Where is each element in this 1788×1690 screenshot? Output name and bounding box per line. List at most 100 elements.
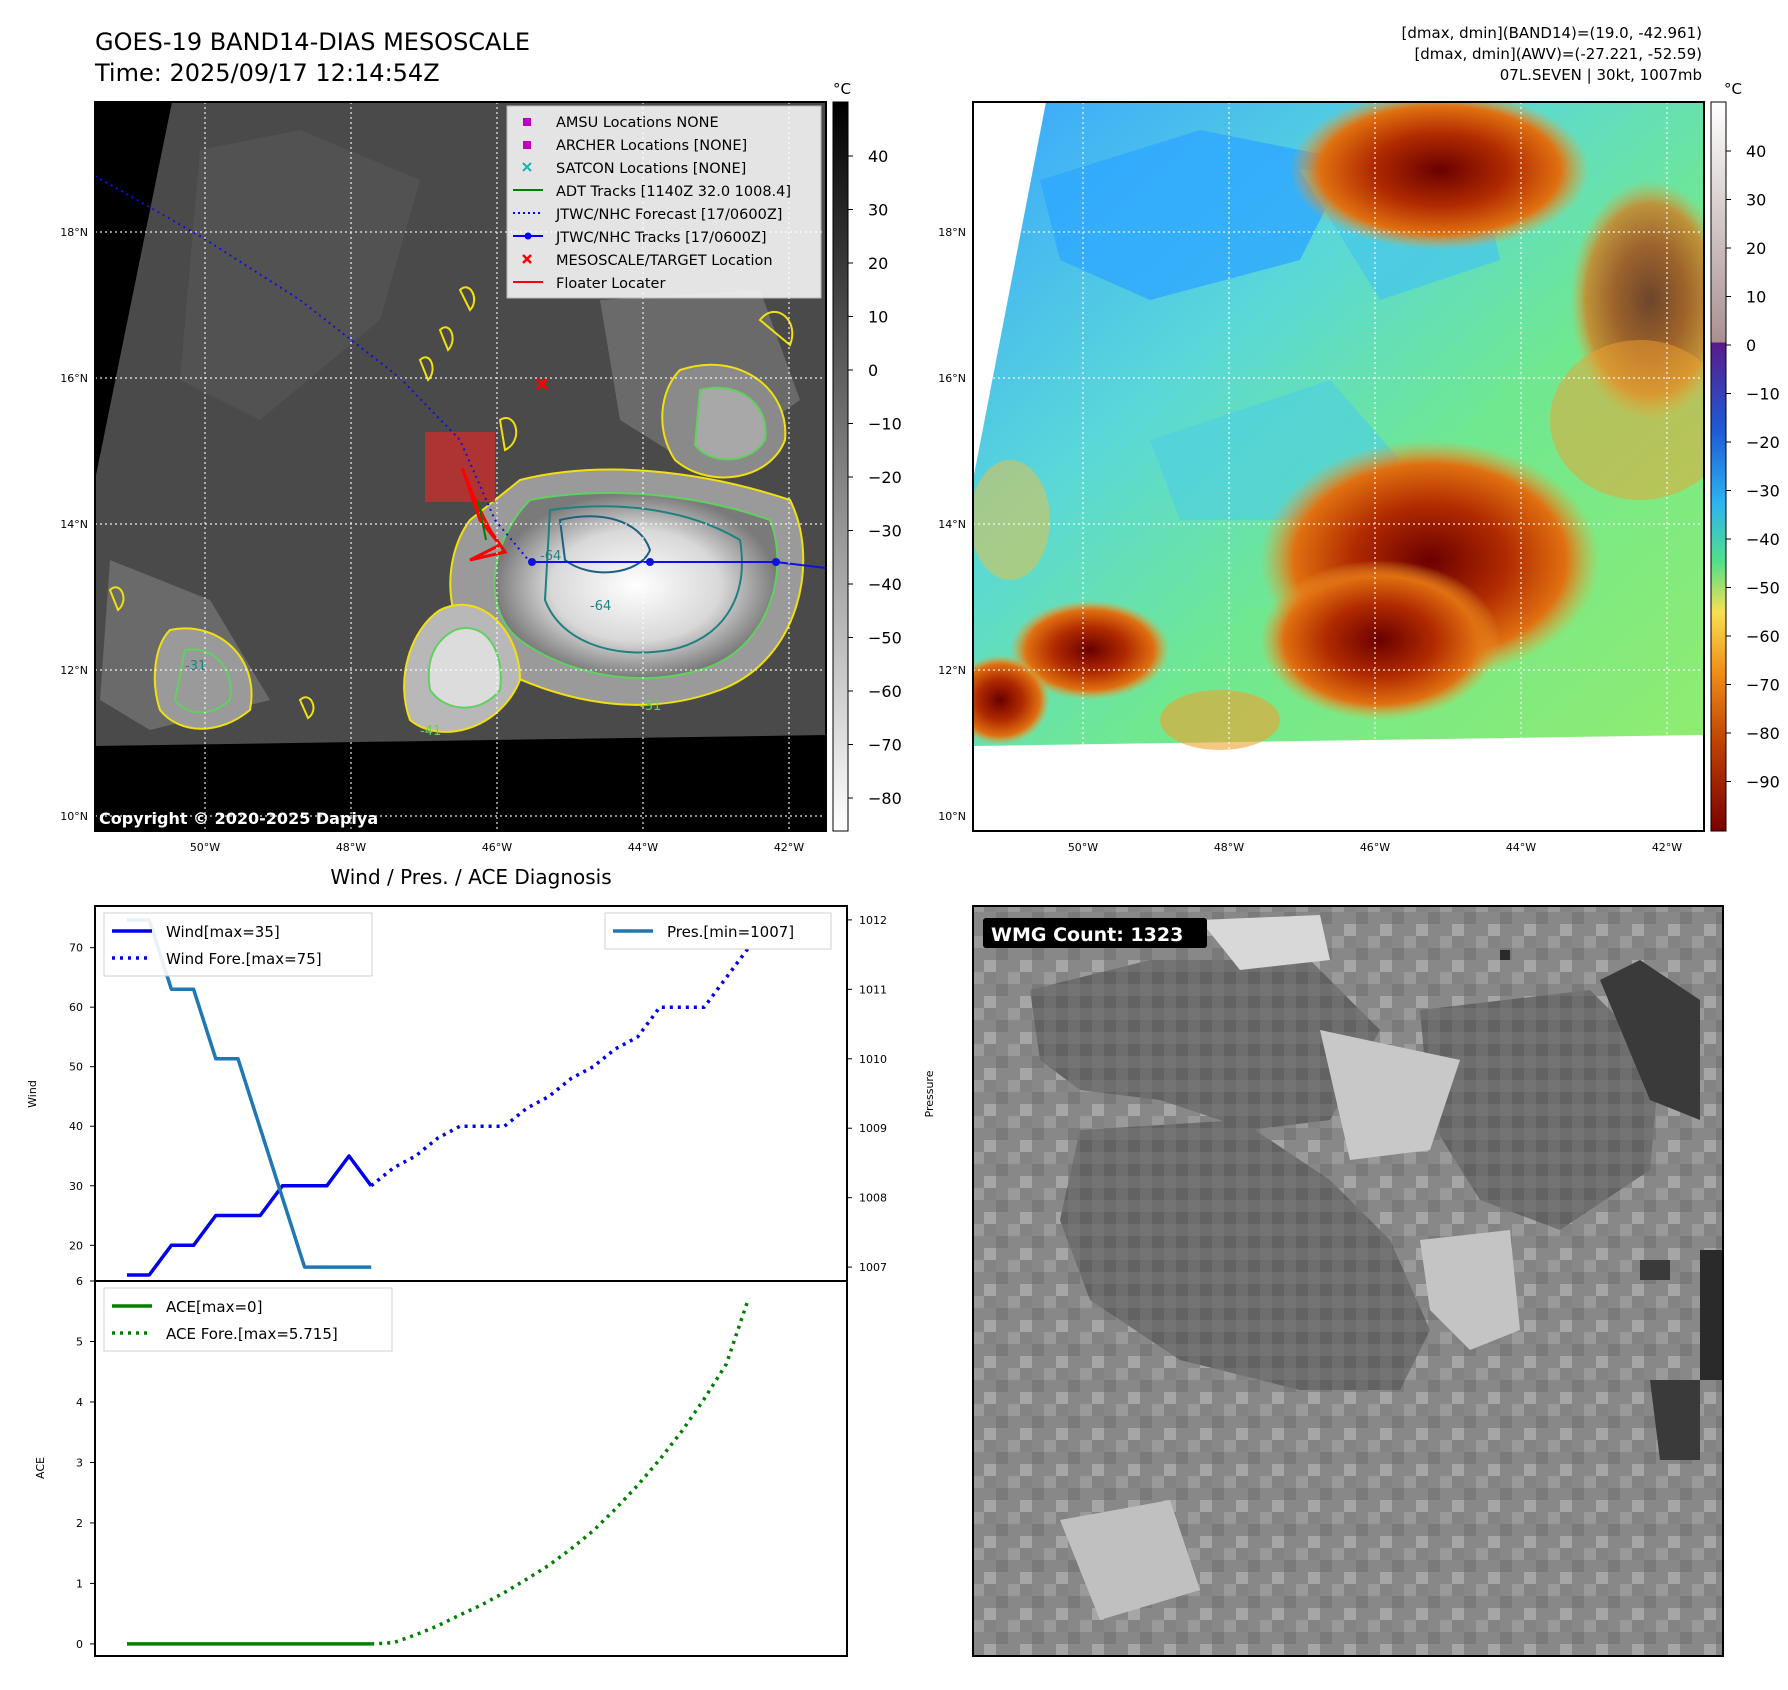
colorbar-tick-label: −70 <box>1746 676 1780 695</box>
legend-label: Wind Fore.[max=75] <box>166 950 322 968</box>
ir-lon-labels: 50°W 48°W 46°W 44°W 42°W <box>190 841 804 854</box>
colorbar-tick-label: −20 <box>1746 433 1780 452</box>
colorbar-tick-label: −50 <box>868 629 902 648</box>
axis-tick-label: 2 <box>76 1517 83 1530</box>
axis-tick-label: 5 <box>76 1335 83 1348</box>
awv-lon-labels: 50°W 48°W 46°W 44°W 42°W <box>1068 841 1682 854</box>
colorbar-tick-label: −40 <box>1746 530 1780 549</box>
wind-ylabel: Wind <box>26 1080 39 1108</box>
svg-text:44°W: 44°W <box>1506 841 1536 854</box>
colorbar-tick-label: 10 <box>1746 288 1766 307</box>
axis-tick-label: 1008 <box>859 1192 887 1205</box>
series-line <box>371 1297 751 1646</box>
target-location-marker <box>535 377 549 391</box>
adt-track <box>477 499 487 541</box>
colorbar-tick-label: −20 <box>868 468 902 487</box>
svg-text:50°W: 50°W <box>1068 841 1098 854</box>
contour-label: -41 <box>420 724 441 739</box>
svg-text:°C: °C <box>1724 80 1742 98</box>
legend-label: ADT Tracks [1140Z 32.0 1008.4] <box>556 184 791 200</box>
axis-tick-label: 4 <box>76 1396 83 1409</box>
colorbar-tick-label: 30 <box>868 201 888 220</box>
svg-text:42°W: 42°W <box>1652 841 1682 854</box>
colorbar-tick-label: −60 <box>868 682 902 701</box>
colorbar-tick-label: −60 <box>1746 627 1780 646</box>
svg-text:46°W: 46°W <box>1360 841 1390 854</box>
contour-label: -31 <box>640 699 661 714</box>
svg-text:48°W: 48°W <box>1214 841 1244 854</box>
ace-legend: ACE[max=0] ACE Fore.[max=5.715] <box>103 1287 393 1352</box>
svg-text:42°W: 42°W <box>774 841 804 854</box>
colorbar-tick-label: −10 <box>1746 385 1780 404</box>
pressure-ylabel: Pressure <box>923 1070 936 1117</box>
svg-text:46°W: 46°W <box>482 841 512 854</box>
axis-tick-label: 1010 <box>859 1053 887 1066</box>
storm-info: 07L.SEVEN | 30kt, 1007mb <box>1500 66 1702 84</box>
svg-text:44°W: 44°W <box>628 841 658 854</box>
colorbar-tick-label: −90 <box>1746 773 1780 792</box>
axis-tick-label: 3 <box>76 1456 83 1469</box>
awv-map[interactable] <box>950 90 1730 831</box>
axis-tick-label: 20 <box>69 1239 83 1252</box>
ace-ylabel: ACE <box>34 1457 47 1479</box>
legend-label: ARCHER Locations [NONE] <box>556 138 747 154</box>
svg-text:16°N: 16°N <box>938 372 966 385</box>
svg-text:10°N: 10°N <box>938 810 966 823</box>
floater-box <box>425 432 495 502</box>
axis-tick-label: 30 <box>69 1180 83 1193</box>
colorbar-tick-label: 10 <box>868 308 888 327</box>
wmg-panel[interactable] <box>973 906 1723 1656</box>
svg-text:12°N: 12°N <box>938 664 966 677</box>
axis-tick-label: 0 <box>76 1638 83 1651</box>
legend-label: JTWC/NHC Forecast [17/0600Z] <box>555 207 782 223</box>
wmg-count-badge <box>983 918 1207 948</box>
svg-text:48°W: 48°W <box>336 841 366 854</box>
colorbar-tick-label: −30 <box>1746 482 1780 501</box>
colorbar-tick-label: −50 <box>1746 579 1780 598</box>
colorbar-tick-label: −30 <box>868 522 902 541</box>
wind-legend: Wind[max=35] Wind Fore.[max=75] <box>103 912 373 977</box>
colorbar-tick-label: 30 <box>1746 191 1766 210</box>
svg-text:16°N: 16°N <box>60 372 88 385</box>
legend-label: MESOSCALE/TARGET Location <box>556 253 773 269</box>
legend-label: JTWC/NHC Tracks [17/0600Z] <box>555 230 767 246</box>
wmg-count-text: WMG Count: 1323 <box>991 924 1183 946</box>
figure-title: GOES-19 BAND14-DIAS MESOSCALE <box>95 28 530 56</box>
legend-label: AMSU Locations NONE <box>556 115 719 131</box>
colorbar-tick-label: 0 <box>1746 336 1756 355</box>
contour-label: -64 <box>590 599 611 614</box>
axis-tick-label: 50 <box>69 1061 83 1074</box>
svg-text:°C: °C <box>833 80 851 98</box>
stats-band14: [dmax, dmin](BAND14)=(19.0, -42.961) <box>1402 24 1702 42</box>
legend-label: Floater Locater <box>556 276 665 292</box>
svg-text:14°N: 14°N <box>938 518 966 531</box>
series-line <box>127 918 372 1269</box>
diagnosis-title: Wind / Pres. / ACE Diagnosis <box>330 865 611 889</box>
colorbar-tick-label: 40 <box>868 147 888 166</box>
pressure-legend: Pres.[min=1007] <box>604 912 832 950</box>
contour-label: -64 <box>540 549 561 564</box>
axis-tick-label: 1011 <box>859 983 887 996</box>
colorbar-tick-label: −70 <box>868 736 902 755</box>
colorbar-tick-label: 20 <box>1746 239 1766 258</box>
svg-text:18°N: 18°N <box>60 226 88 239</box>
svg-text:12°N: 12°N <box>60 664 88 677</box>
ir-colorbar: °C 40 30 20 10 0 −10 −20 −30 −40 −50 −60 −70 −80 <box>832 80 902 832</box>
jtwc-track <box>532 561 826 569</box>
stats-awv: [dmax, dmin](AWV)=(-27.221, -52.59) <box>1414 45 1702 63</box>
jtwc-track-point <box>528 558 536 566</box>
svg-text:50°W: 50°W <box>190 841 220 854</box>
svg-text:14°N: 14°N <box>60 518 88 531</box>
axis-tick-label: 70 <box>69 942 83 955</box>
axis-tick-label: 60 <box>69 1001 83 1014</box>
legend-label: ACE Fore.[max=5.715] <box>166 1325 338 1343</box>
colorbar-tick-label: −80 <box>868 789 902 808</box>
legend-label: Pres.[min=1007] <box>667 923 794 941</box>
axis-tick-label: 6 <box>76 1275 83 1288</box>
awv-colorbar: °C 40 30 20 10 0 −10 −20 −30 −40 −50 −60 −70 −80 −90 <box>1710 80 1780 832</box>
axis-tick-label: 1 <box>76 1577 83 1590</box>
ir-legend: AMSU Locations NONE ARCHER Locations [NO… <box>506 105 822 299</box>
axis-tick-label: 1012 <box>859 914 887 927</box>
colorbar-tick-label: 0 <box>868 361 878 380</box>
